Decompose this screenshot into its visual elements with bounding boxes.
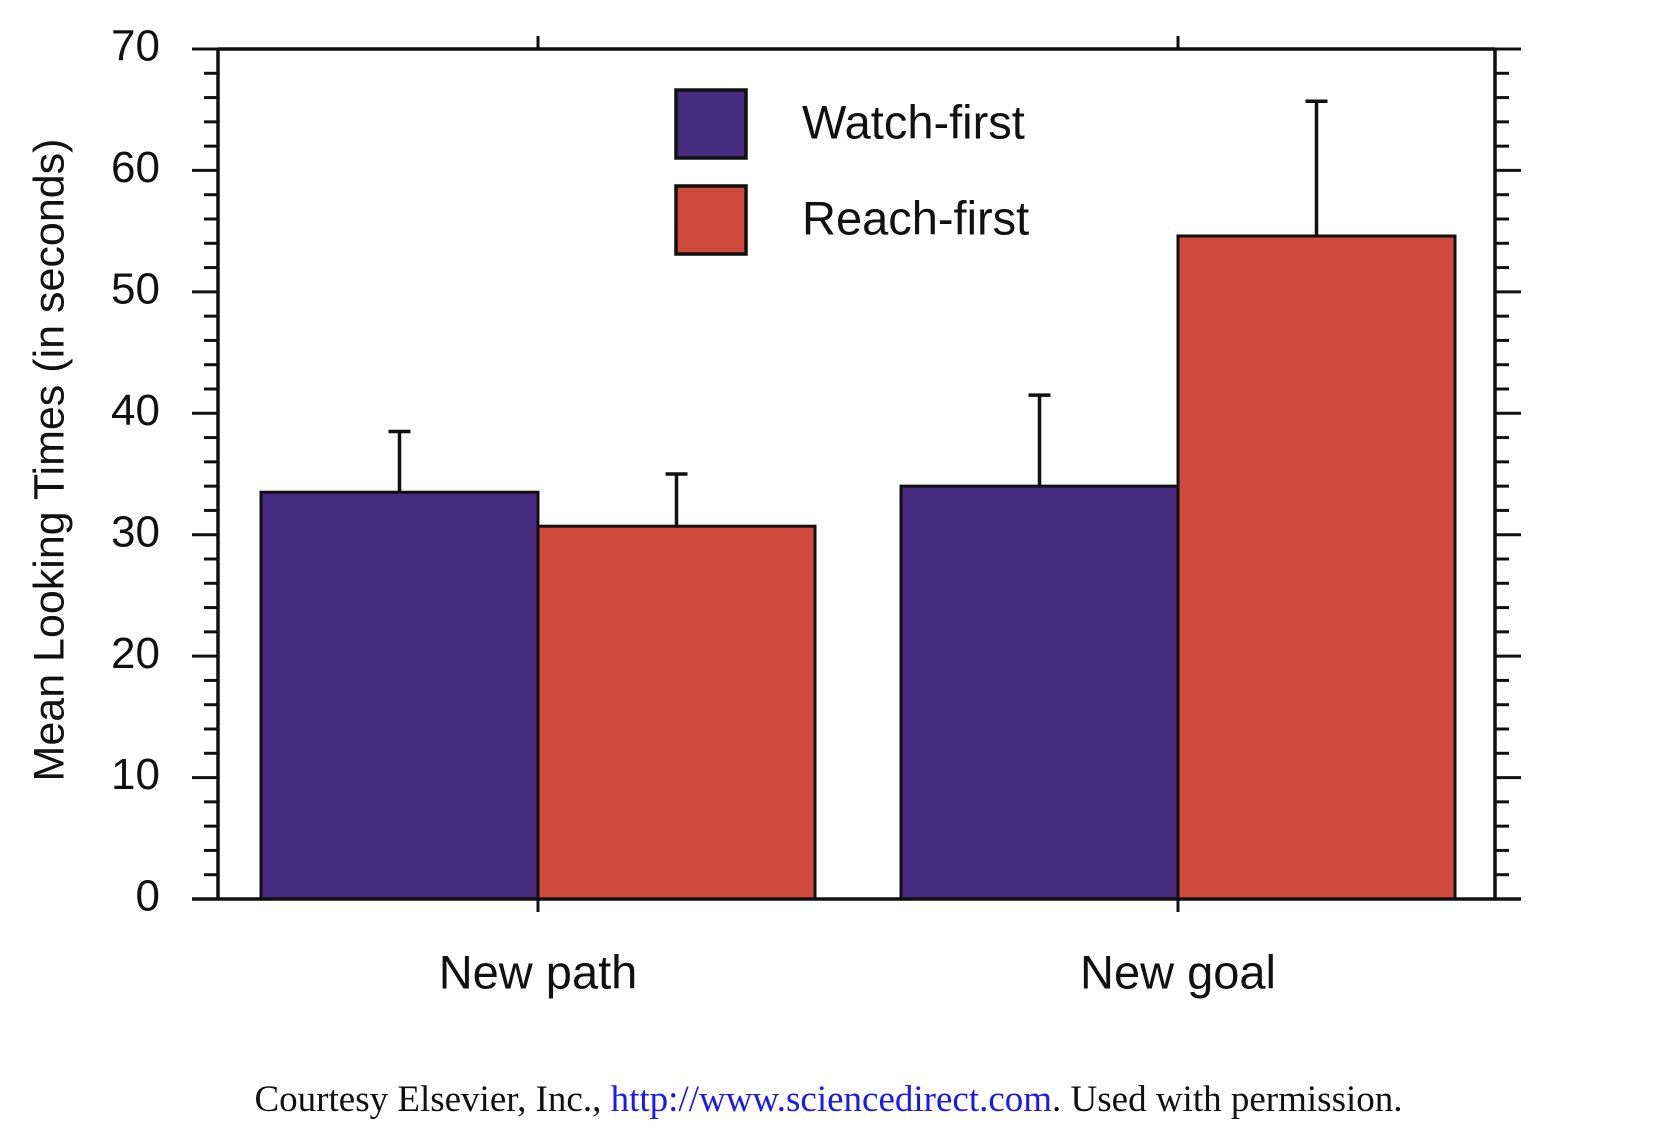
axes-layer	[192, 36, 1521, 912]
credit-link[interactable]: http://www.sciencedirect.com	[610, 1079, 1053, 1120]
y-tick-label-70: 70	[111, 22, 160, 71]
legend-swatch-0	[674, 88, 748, 160]
y-tick-label-50: 50	[111, 264, 160, 313]
credit-suffix: . Used with permission.	[1052, 1079, 1403, 1120]
y-tick-label-10: 10	[111, 750, 160, 799]
bars-layer	[259, 234, 1457, 901]
y-tick-label-60: 60	[111, 143, 160, 192]
bar-watch-first-new-path	[259, 490, 540, 901]
x-tick-label-0: New path	[439, 945, 638, 998]
legend-label-0: Watch-first	[802, 95, 1025, 148]
legend-label-1: Reach-first	[802, 191, 1029, 244]
tick-labels-layer: 0 10 20 30 40 50 60 70 New path New goal	[111, 22, 1276, 999]
bar-reach-first-new-goal	[1176, 234, 1457, 901]
legend: Watch-first Reach-first	[674, 88, 1029, 256]
y-tick-label-40: 40	[111, 386, 160, 435]
x-tick-label-1: New goal	[1080, 945, 1276, 998]
bar-watch-first-new-goal	[899, 484, 1180, 901]
error-bars-layer	[388, 99, 1328, 527]
y-axis-label: Mean Looking Times (in seconds)	[25, 139, 73, 782]
bar-reach-first-new-path	[536, 524, 817, 901]
y-tick-label-20: 20	[111, 629, 160, 678]
y-tick-label-0: 0	[136, 872, 160, 921]
image-credit: Courtesy Elsevier, Inc., http://www.scie…	[0, 1078, 1657, 1121]
credit-prefix: Courtesy Elsevier, Inc.,	[254, 1079, 611, 1120]
y-tick-label-30: 30	[111, 507, 160, 556]
legend-swatch-1	[674, 184, 748, 256]
